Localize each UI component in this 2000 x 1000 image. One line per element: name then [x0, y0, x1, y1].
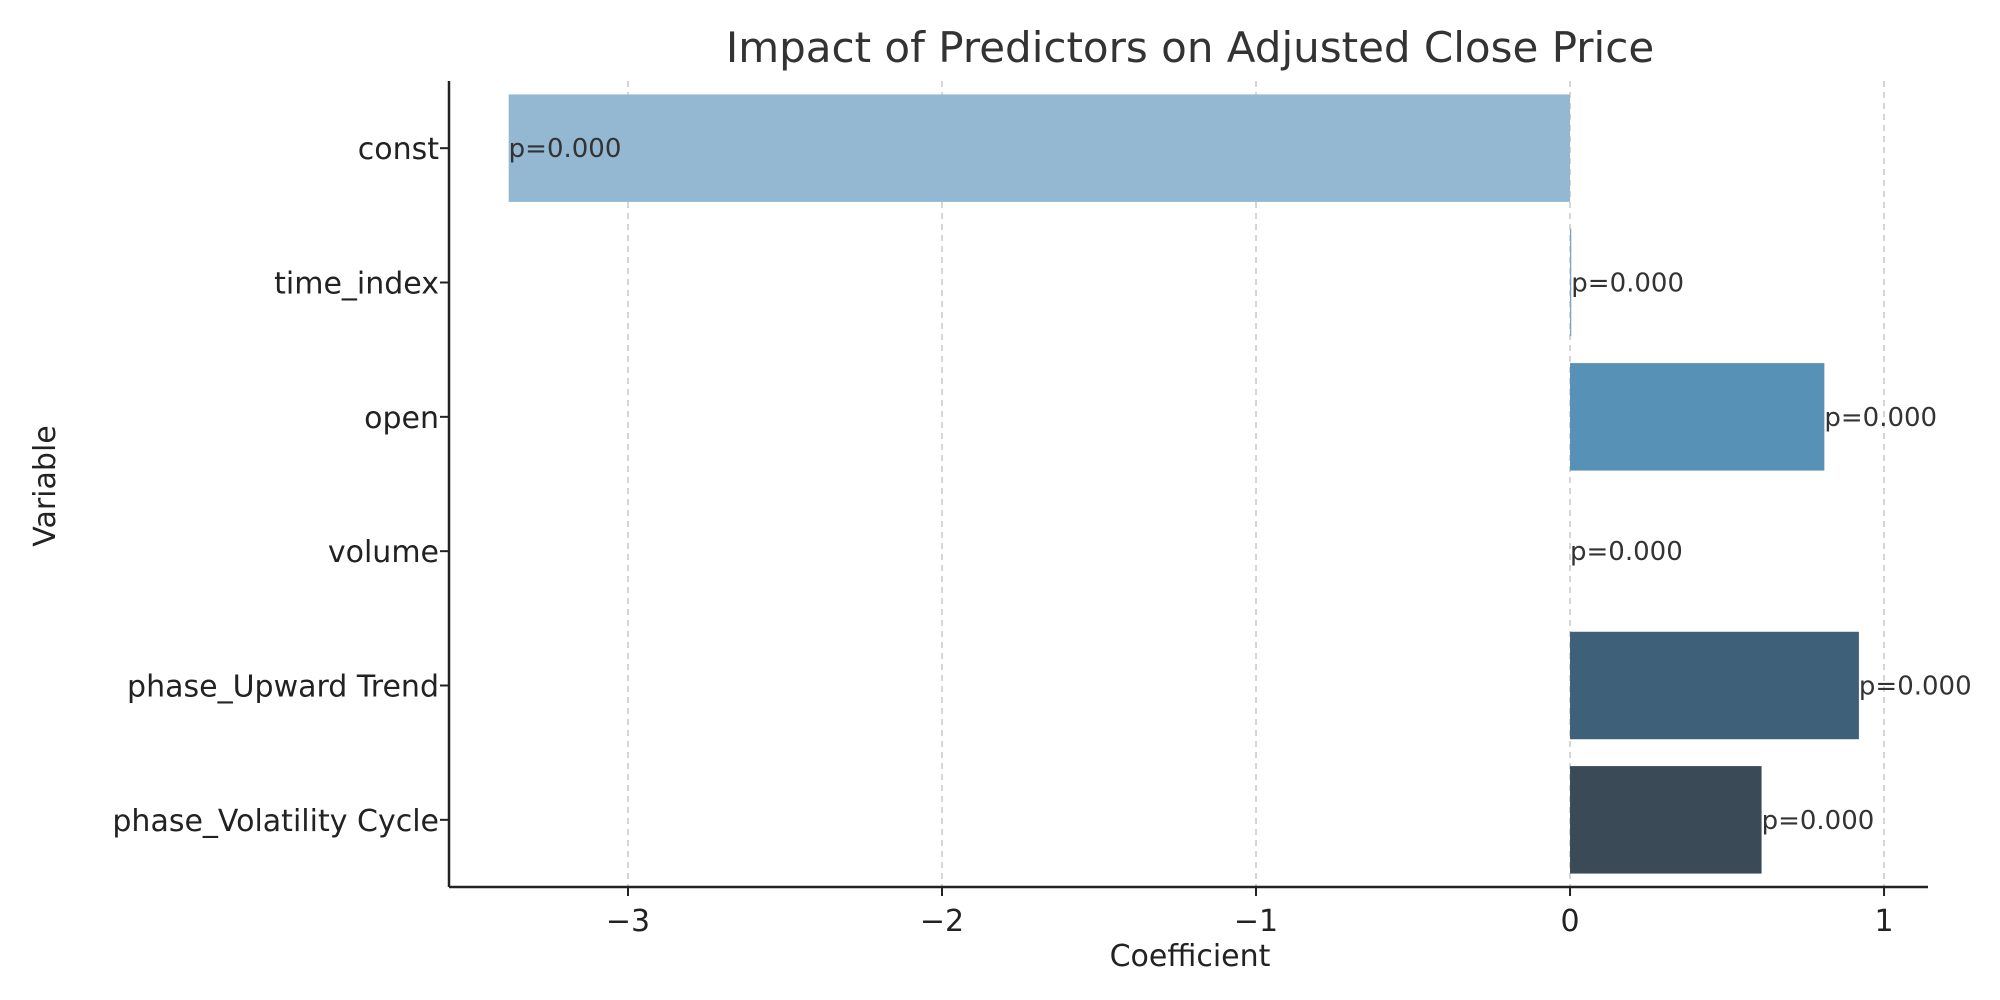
chart-title: Impact of Predictors on Adjusted Close P… — [726, 23, 1654, 72]
bar — [1570, 631, 1859, 740]
y-axis-label: Variable — [28, 425, 63, 546]
bar-annotation: p=0.000 — [1570, 537, 1683, 567]
bar-labels: p=0.000 p=0.000 p=0.000 p=0.000 p=0.000 p=0.0… — [509, 134, 1972, 836]
y-tick-label: time_index — [274, 267, 439, 302]
x-tick-label: −3 — [606, 904, 650, 939]
x-tick-label: 1 — [1874, 904, 1893, 939]
x-tick-label: −2 — [920, 904, 964, 939]
bar — [1570, 766, 1762, 874]
y-tick-label: volume — [328, 535, 439, 570]
x-tick-label: 0 — [1560, 904, 1579, 939]
x-axis-label: Coefficient — [1110, 939, 1271, 974]
y-tick-label: phase_Volatility Cycle — [112, 804, 439, 839]
x-tick-label: −1 — [1234, 904, 1278, 939]
y-tick-label: open — [364, 401, 439, 436]
bars — [508, 94, 1859, 874]
y-tick-label: const — [358, 132, 439, 167]
bar-annotation: p=0.000 — [1762, 806, 1875, 836]
gridlines — [627, 81, 1885, 887]
bar-annotation: p=0.000 — [1824, 403, 1937, 433]
y-tick-label: phase_Upward Trend — [127, 670, 439, 705]
bar-annotation: p=0.000 — [1571, 269, 1684, 299]
bar — [1570, 363, 1825, 471]
bar-annotation: p=0.000 — [509, 134, 622, 164]
bar — [1570, 228, 1572, 337]
bar — [508, 94, 1571, 202]
bar-annotation: p=0.000 — [1859, 672, 1972, 702]
